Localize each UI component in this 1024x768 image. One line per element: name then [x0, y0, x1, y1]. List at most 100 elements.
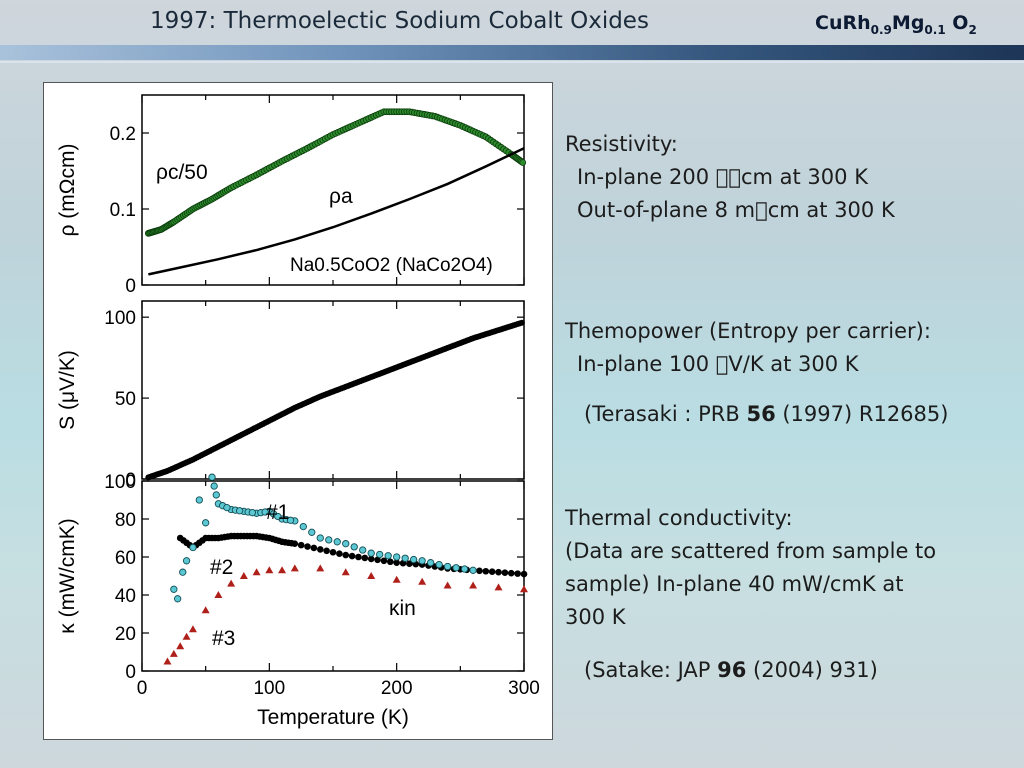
kappa-1-point [261, 508, 269, 516]
compound-sub: 0.9 [870, 22, 892, 37]
kappa-2-point [323, 547, 330, 555]
kappa-2-point [348, 552, 356, 560]
y-axis-label: ρ (mΩcm) [56, 144, 79, 237]
kappa-2-point [342, 551, 350, 559]
kappa-2-point [250, 532, 257, 540]
kappa-1-point [182, 557, 191, 565]
kappa-2-point [262, 534, 270, 541]
x-tick-label: 300 [508, 678, 540, 699]
kappa-1-point [443, 562, 452, 571]
thermopower-heading: Themopower (Entropy per carrier): [565, 319, 931, 343]
kappa-2-point [310, 544, 318, 552]
plot-frame [141, 480, 525, 672]
kappa-2-point [514, 570, 521, 577]
kappa-2-point [199, 537, 206, 544]
slide-title: 1997: Thermoelectic Sodium Cobalt Oxides [150, 8, 649, 34]
compound-part: Mg [891, 12, 925, 34]
kappa-3-point [469, 581, 478, 589]
ref-text: (Terasaki : PRB [584, 402, 747, 426]
kappa-2-point [520, 570, 528, 578]
kappa-2-point [476, 567, 483, 575]
kappa-3-point [392, 575, 401, 583]
kappa-2-point [237, 532, 244, 540]
sample-2-label: #2 [210, 556, 233, 579]
kappa-3-point [239, 572, 248, 579]
material-label: Na0.5CoO2 (NaCo2O4) [290, 255, 493, 276]
kappa-2-point [482, 567, 490, 575]
ref-text: (2004) 931) [746, 658, 878, 682]
kappa-2-point [336, 550, 343, 557]
ref-volume: 96 [717, 658, 747, 682]
y-axis-label: S (μV/K) [56, 350, 79, 430]
kappa-2-point [367, 555, 375, 563]
kappa-2-point [393, 559, 400, 566]
chart-figure: 0 0.1 0.2 ρ (mΩcm) 0 50 100 S (μV/K) 0 20 40 60 80 10… [56, 94, 540, 729]
kappa-1-point [174, 595, 182, 603]
kappa-label: κin [389, 597, 416, 620]
x-tick-label: 0 [137, 678, 148, 699]
kappa-3-point [316, 564, 325, 572]
y-tick-label: 50 [115, 389, 136, 410]
kappa-3-point [252, 568, 261, 576]
y-tick-label: 0 [125, 662, 136, 683]
kappa-2-point [297, 541, 305, 549]
kappa-1-point [418, 557, 426, 565]
kappa-1-point [208, 473, 216, 481]
kappa-1-point [223, 503, 231, 512]
kappa-1-point [367, 549, 375, 557]
y-tick-label: 60 [115, 548, 136, 569]
kappa-1-point [384, 552, 392, 560]
kappa-1-point [212, 491, 220, 499]
kappa-2-point [355, 553, 362, 561]
kappa-2-point [501, 569, 509, 576]
figure-panel: 0 0.1 0.2 ρ (mΩcm) 0 50 100 S (μV/K) 0 20 40 60 80 10… [43, 82, 553, 740]
kappa-2-point [495, 568, 502, 576]
rho-a-label: ρa [329, 185, 353, 208]
rho-a-line [148, 147, 525, 276]
kappa-1-point [189, 543, 197, 552]
ref-text: (Satake: JAP [584, 658, 718, 682]
x-tick-label: 100 [253, 678, 285, 699]
kappa-3-point [176, 642, 185, 650]
kappa-3-point [278, 566, 287, 574]
rho-c-label: ρc/50 [156, 161, 208, 184]
kappa-3-point [367, 572, 376, 579]
kappa-1-point [170, 585, 178, 593]
y-axis-label: κ (mW/cmK) [56, 518, 79, 633]
thermopower-reference: (Terasaki : PRB 56 (1997) R12685) [584, 402, 948, 426]
resistivity-heading: Resistivity: [565, 132, 678, 156]
y-tick-label: 0 [125, 276, 136, 297]
compound-formula: CuRh0.9Mg0.1 O2 [815, 12, 977, 37]
compound-part: CuRh [815, 12, 871, 34]
resistivity-text: Resistivity: In-plane 200   cm at 300 K … [565, 128, 895, 227]
thermal-text: Thermal conductivity: (Data are scattere… [565, 502, 936, 634]
kappa-1-point [195, 496, 203, 504]
compound-sub: 0.1 [924, 22, 946, 37]
kappa-3-point [169, 649, 178, 657]
kappa-3-point [443, 581, 452, 589]
seebeck-point [518, 319, 525, 326]
kappa-2-point [374, 556, 381, 564]
kappa-1-point [316, 534, 324, 542]
kappa-3-point [494, 583, 503, 591]
kappa-3-point [520, 585, 528, 593]
kappa-2-point [275, 537, 283, 545]
kappa-2-point [507, 569, 515, 577]
kappa-1-point [210, 482, 218, 490]
kappa-1-point [342, 540, 350, 548]
thermopower-text: Themopower (Entropy per carrier): In-pla… [565, 315, 931, 381]
y-tick-label: 100 [104, 472, 136, 493]
compound-sub: 2 [968, 22, 977, 37]
kappa-2-point [316, 546, 324, 553]
y-tick-label: 80 [115, 510, 136, 531]
kappa-1-point [469, 566, 477, 574]
y-tick-label: 0.1 [110, 200, 136, 221]
kappa-2-point [224, 533, 232, 540]
thermal-heading: Thermal conductivity: [565, 506, 793, 530]
kappa-3-point [227, 579, 236, 587]
kappa-1-point [274, 512, 282, 521]
thermal-reference: (Satake: JAP 96 (2004) 931) [584, 658, 878, 682]
y-tick-label: 0 [125, 470, 136, 491]
rho-c-point [519, 159, 527, 166]
kappa-3-point [188, 625, 197, 633]
